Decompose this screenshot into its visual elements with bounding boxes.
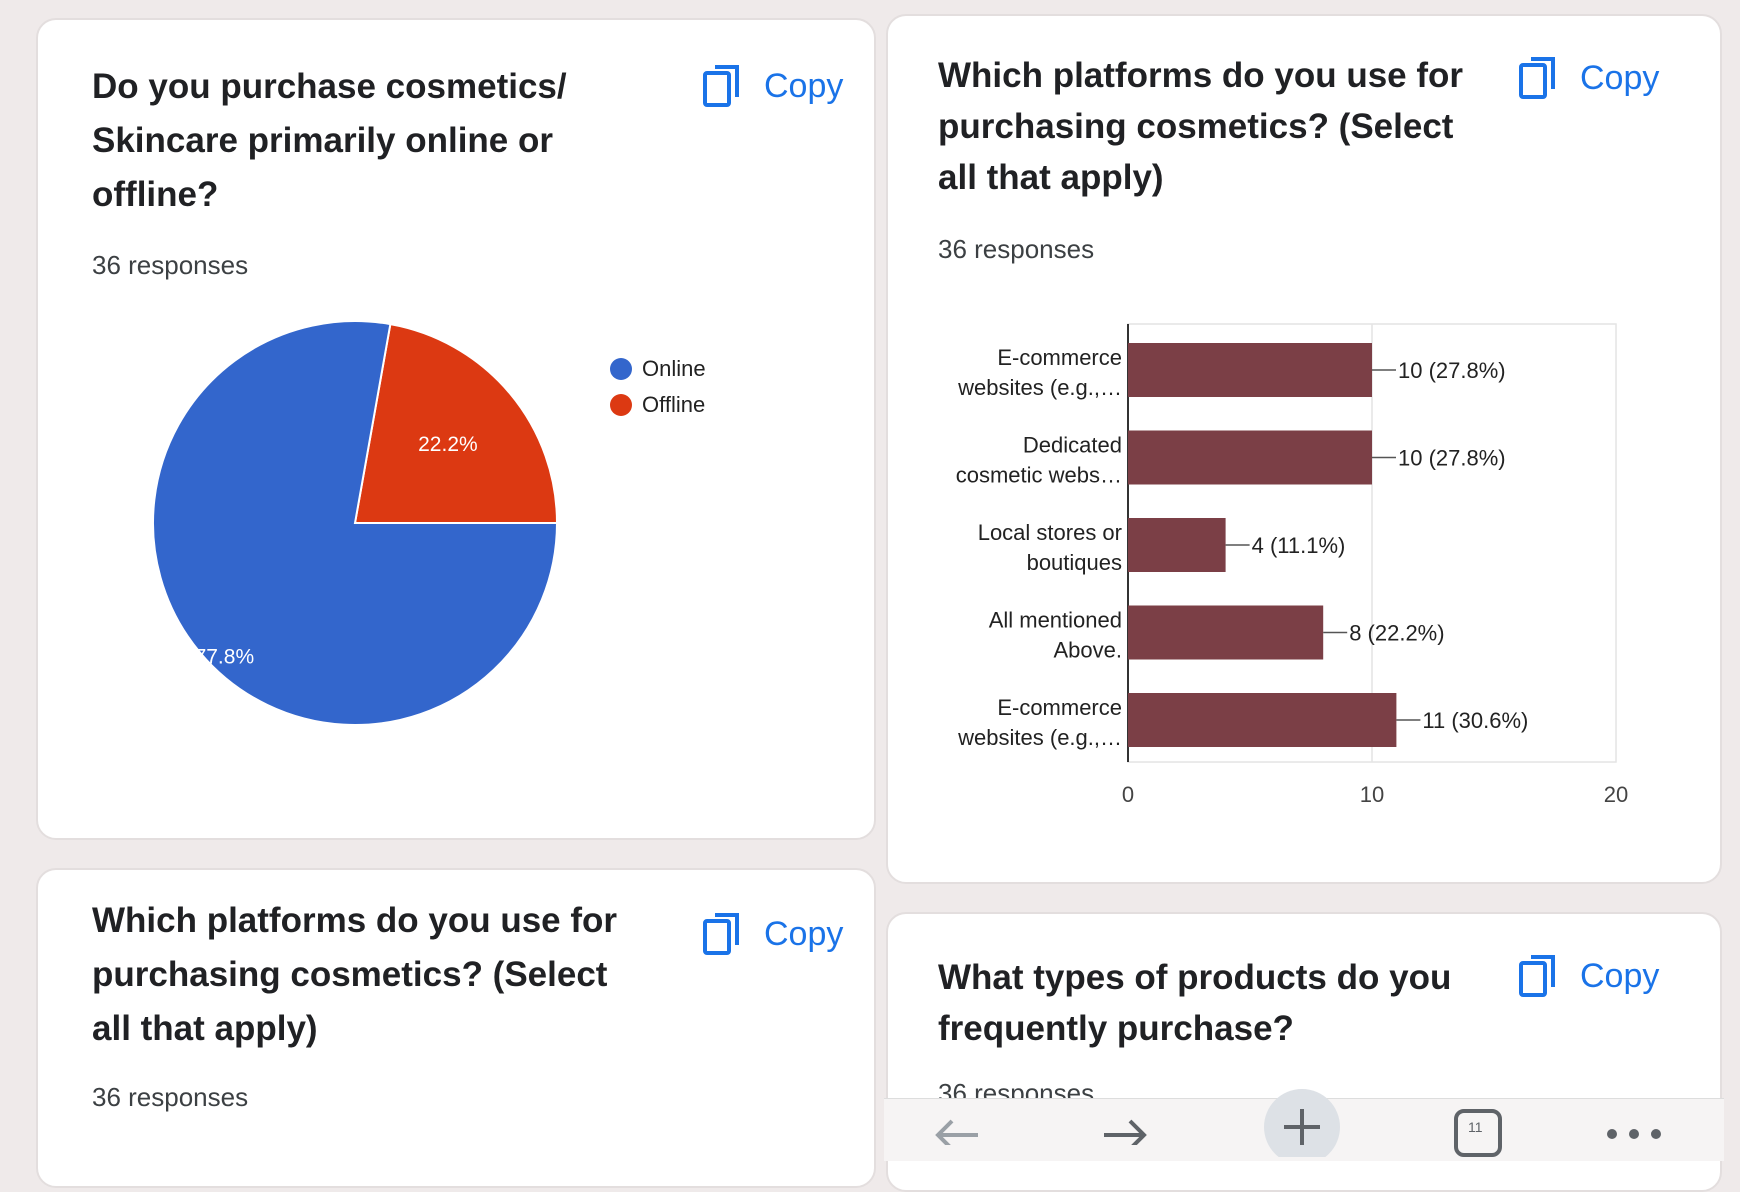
question-card-platforms: Which platforms do you use for purchasin… bbox=[886, 14, 1722, 884]
bar bbox=[1128, 518, 1226, 572]
bar-data-label: 4 (11.1%) bbox=[1252, 533, 1346, 558]
x-tick-label: 20 bbox=[1604, 782, 1628, 807]
pie-slice-offline bbox=[353, 322, 559, 524]
question-title-line: Do you purchase cosmetics/ bbox=[92, 67, 567, 106]
pie-slice-online bbox=[152, 320, 559, 726]
bar-data-label: 10 (27.8%) bbox=[1398, 358, 1506, 383]
browser-bottom-bar: 11 bbox=[884, 1089, 1724, 1165]
more-icon[interactable] bbox=[1604, 1127, 1664, 1145]
copy-icon bbox=[1518, 56, 1558, 100]
copy-label: Copy bbox=[1580, 956, 1660, 995]
bar-data-label: 11 (30.6%) bbox=[1422, 708, 1528, 733]
question-title: Which platforms do you use for purchasin… bbox=[938, 50, 1463, 203]
category-label: All mentioned bbox=[989, 608, 1122, 633]
response-count: 36 responses bbox=[92, 1082, 249, 1112]
bar bbox=[1128, 605, 1324, 660]
copy-icon bbox=[702, 912, 742, 956]
bar bbox=[1128, 430, 1372, 485]
copy-button[interactable]: Copy bbox=[702, 912, 843, 956]
copy-label: Copy bbox=[1580, 58, 1660, 97]
bar-chart: 10 (27.8%) E-commerce websites (e.g.,… 10 (… bbox=[956, 323, 1628, 807]
pie-data-label: 77.8% bbox=[195, 645, 255, 668]
question-title-line: What types of products do you bbox=[938, 958, 1452, 997]
response-count: 36 responses bbox=[938, 234, 1095, 264]
question-title-line: frequently purchase? bbox=[938, 1009, 1294, 1048]
legend-label: Offline bbox=[642, 392, 706, 417]
question-title-line: Which platforms do you use for bbox=[92, 901, 618, 940]
plus-icon[interactable] bbox=[1262, 1087, 1342, 1165]
arrow-right-icon[interactable] bbox=[1098, 1105, 1154, 1151]
tabs-icon[interactable]: 11 bbox=[1450, 1105, 1506, 1166]
category-label: E-commerce bbox=[997, 695, 1122, 720]
legend-label: Online bbox=[642, 356, 706, 381]
question-title-line: purchasing cosmetics? (Select bbox=[938, 107, 1454, 146]
category-label: Local stores or bbox=[978, 520, 1122, 545]
category-label: E-commerce bbox=[997, 345, 1122, 370]
question-title: What types of products do you frequently… bbox=[938, 952, 1451, 1054]
question-title-line: Which platforms do you use for bbox=[938, 56, 1464, 95]
category-label: Above. bbox=[1054, 638, 1123, 663]
legend-offline: Offline bbox=[610, 392, 705, 418]
copy-label: Copy bbox=[764, 66, 844, 105]
legend-swatch-offline bbox=[610, 394, 632, 416]
question-card-online-offline: Do you purchase cosmetics/ Skincare prim… bbox=[36, 18, 876, 840]
arrow-left-icon[interactable] bbox=[928, 1105, 984, 1151]
copy-label: Copy bbox=[764, 914, 844, 953]
bar bbox=[1128, 343, 1372, 397]
question-title-line: Skincare primarily online or bbox=[92, 121, 553, 160]
legend-online: Online bbox=[610, 356, 706, 382]
question-title: Which platforms do you use for purchasin… bbox=[92, 894, 617, 1056]
question-card-platforms-duplicate: Which platforms do you use for purchasin… bbox=[36, 868, 876, 1188]
category-label: boutiques bbox=[1027, 550, 1122, 575]
copy-button[interactable]: Copy bbox=[1518, 56, 1659, 100]
bar-data-label: 10 (27.8%) bbox=[1398, 446, 1506, 471]
pie-data-label: 22.2% bbox=[418, 433, 478, 456]
copy-icon bbox=[702, 64, 742, 108]
copy-icon bbox=[1518, 954, 1558, 998]
bar bbox=[1128, 693, 1397, 747]
x-tick-label: 0 bbox=[1122, 782, 1134, 807]
copy-button[interactable]: Copy bbox=[702, 64, 843, 108]
question-title-line: purchasing cosmetics? (Select bbox=[92, 955, 608, 994]
question-title-line: offline? bbox=[92, 175, 219, 214]
question-title: Do you purchase cosmetics/ Skincare prim… bbox=[92, 60, 567, 222]
x-tick-label: 10 bbox=[1360, 782, 1384, 807]
question-title-line: all that apply) bbox=[92, 1009, 318, 1048]
category-label: websites (e.g.,… bbox=[957, 375, 1122, 400]
category-label: cosmetic webs… bbox=[956, 463, 1122, 488]
legend-swatch-online bbox=[610, 358, 632, 380]
response-count: 36 responses bbox=[92, 250, 249, 280]
question-title-line: all that apply) bbox=[938, 158, 1164, 197]
category-label: websites (e.g.,… bbox=[957, 725, 1122, 750]
copy-button[interactable]: Copy bbox=[1518, 954, 1659, 998]
category-label: Dedicated bbox=[1023, 433, 1122, 458]
tab-count: 11 bbox=[1468, 1119, 1483, 1135]
bar-data-label: 8 (22.2%) bbox=[1349, 621, 1444, 646]
pie-chart: 22.2% 77.8% bbox=[152, 320, 559, 726]
